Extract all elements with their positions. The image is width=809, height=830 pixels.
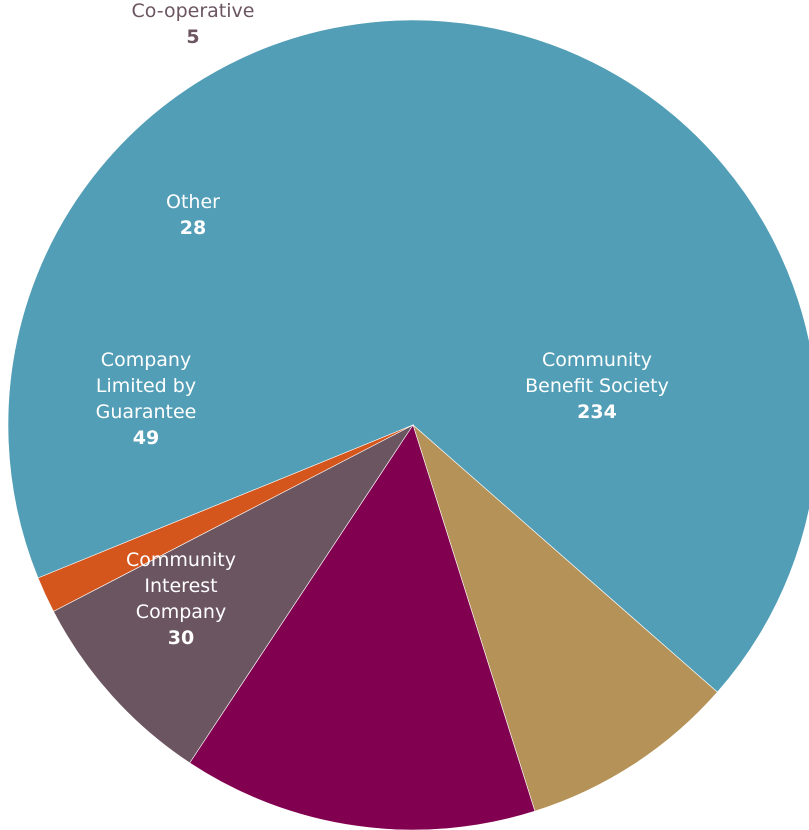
pie-slice-community-benefit-society bbox=[7, 19, 809, 693]
pie-slice-company-limited-by-guarantee bbox=[189, 424, 536, 830]
slice-label-group-co-operative: Co-operative 5 bbox=[132, 0, 255, 48]
slice-label-line: Co-operative bbox=[132, 0, 255, 22]
pie-slice-community-interest-company bbox=[412, 424, 718, 812]
slice-label-line: Benefit Society bbox=[525, 375, 669, 397]
slice-label-line: Guarantee bbox=[96, 401, 197, 423]
slice-label: Community Interest Company bbox=[126, 549, 236, 623]
slice-label-group-other: Other 28 bbox=[166, 191, 220, 239]
slice-label-line: Community bbox=[126, 549, 236, 571]
slice-value-label: 49 bbox=[133, 427, 159, 449]
pie-slice-other bbox=[53, 424, 414, 764]
slice-label-line: Company bbox=[136, 601, 226, 623]
slice-label-group-community-interest-company: Community Interest Company 30 bbox=[126, 549, 236, 649]
slice-label-line: Limited by bbox=[96, 375, 196, 397]
pie-slice-co-operative bbox=[37, 424, 414, 612]
slice-value-label: 234 bbox=[577, 401, 617, 423]
slice-value-label: 5 bbox=[186, 26, 199, 48]
slice-value-label: 28 bbox=[180, 217, 206, 239]
slice-label-line: Community bbox=[542, 349, 652, 371]
slice-label-group-company-limited-by-guarantee: Company Limited by Guarantee 49 bbox=[96, 349, 197, 449]
slice-label: Other bbox=[166, 191, 220, 213]
slice-label-line: Company bbox=[101, 349, 191, 371]
slice-label-line: Other bbox=[166, 191, 220, 213]
slice-label: Company Limited by Guarantee bbox=[96, 349, 197, 423]
slice-label-line: Interest bbox=[144, 575, 217, 597]
slice-label-group-community-benefit-society: Community Benefit Society 234 bbox=[525, 349, 669, 423]
slice-value-label: 30 bbox=[168, 627, 194, 649]
slice-label: Co-operative bbox=[132, 0, 255, 22]
slice-label: Community Benefit Society bbox=[525, 349, 669, 397]
